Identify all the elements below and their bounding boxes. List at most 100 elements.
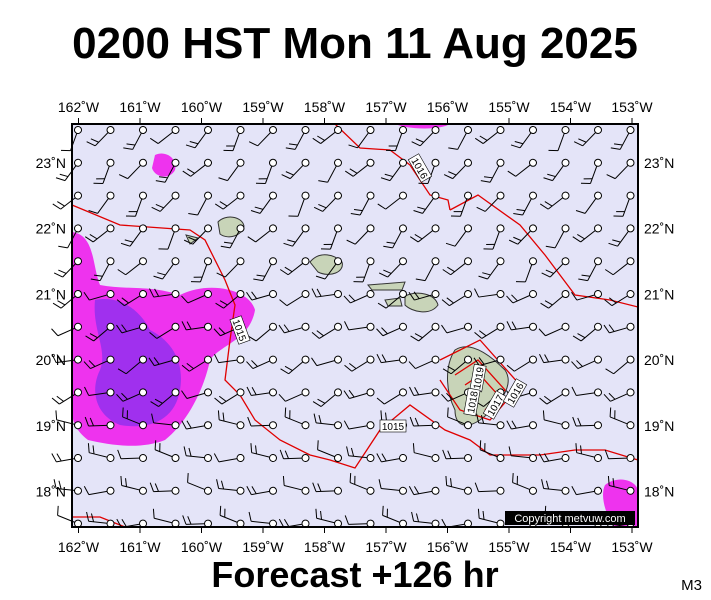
- wind-barb: [441, 290, 472, 307]
- wind-barb: [604, 257, 635, 276]
- barb-feather: [318, 203, 327, 209]
- barb-station: [139, 224, 147, 233]
- isobar-label-box: [379, 419, 407, 433]
- barb-station: [561, 158, 570, 167]
- barb-feather: [181, 295, 189, 304]
- wind-barb: [53, 479, 82, 495]
- barb-feather: [376, 397, 385, 405]
- wind-barb: [445, 224, 472, 247]
- barb-feather: [411, 511, 415, 522]
- wind-barb: [185, 126, 212, 149]
- barb-feather: [538, 453, 545, 463]
- barb-feather: [386, 241, 396, 244]
- wind-barb: [278, 322, 310, 334]
- barb-feather: [408, 486, 415, 495]
- barb-feather: [311, 288, 317, 298]
- barb-feather: [320, 510, 323, 520]
- barb-station: [399, 224, 407, 233]
- barb-feather: [283, 324, 290, 332]
- wind-barb: [539, 388, 570, 405]
- wind-barb: [571, 486, 602, 496]
- wind-barb: [510, 126, 537, 149]
- barb-station: [561, 486, 570, 495]
- barb-station: [594, 158, 602, 167]
- barb-feather: [157, 272, 166, 276]
- barb-feather: [344, 170, 354, 177]
- barb-station: [626, 421, 635, 430]
- barb-station: [496, 322, 505, 331]
- barb-station: [366, 355, 375, 364]
- barb-feather: [441, 394, 449, 402]
- wind-barb: [181, 388, 212, 399]
- barb-station: [399, 257, 407, 266]
- barb-feather: [121, 392, 128, 400]
- wind-barb: [149, 288, 180, 298]
- barb-station: [171, 486, 180, 495]
- wind-barb: [474, 126, 505, 144]
- barb-feather: [51, 353, 57, 363]
- wind-barb: [476, 413, 505, 430]
- wind-barb: [148, 355, 180, 367]
- barb-station: [334, 257, 342, 266]
- barb-feather: [516, 475, 518, 485]
- barb-feather: [323, 243, 333, 245]
- barb-feather: [159, 443, 161, 452]
- wind-barb: [248, 126, 277, 147]
- isobar-label-box: [502, 378, 528, 408]
- barb-feather: [353, 281, 363, 283]
- barb-feather: [441, 324, 448, 334]
- barb-feather: [52, 302, 62, 309]
- wind-barb: [116, 322, 147, 334]
- barb-feather: [247, 236, 256, 243]
- barb-station: [334, 126, 342, 134]
- barb-feather: [152, 508, 155, 519]
- wind-barb: [247, 322, 277, 342]
- barb-feather: [445, 242, 456, 247]
- barb-feather: [543, 177, 553, 182]
- barb-feather: [446, 297, 454, 304]
- wind-barb: [542, 410, 570, 430]
- barb-feather: [187, 168, 195, 174]
- barb-feather: [571, 486, 577, 495]
- wind-barb: [84, 224, 115, 243]
- wind-barb: [442, 257, 472, 276]
- barb-station: [594, 191, 602, 200]
- wind-barb: [543, 158, 570, 182]
- barb-feather: [409, 416, 414, 427]
- barb-feather: [442, 368, 452, 375]
- barb-station: [626, 224, 635, 233]
- barb-feather: [216, 272, 226, 278]
- barb-feather: [441, 299, 450, 307]
- barb-station: [496, 158, 505, 167]
- barb-station: [529, 322, 537, 331]
- barb-feather: [120, 242, 131, 247]
- wind-barb: [606, 158, 635, 180]
- barb-station: [236, 290, 245, 298]
- barb-station: [464, 322, 472, 331]
- barb-station: [431, 486, 440, 495]
- wind-barb: [603, 388, 635, 402]
- barb-station: [301, 454, 310, 462]
- wind-barb: [508, 446, 537, 462]
- barb-feather: [59, 173, 69, 178]
- barb-station: [106, 191, 115, 200]
- wind-barb: [246, 290, 277, 301]
- barb-station: [139, 355, 147, 364]
- wind-barb: [376, 388, 407, 405]
- barb-feather: [539, 203, 549, 210]
- wind-barb: [83, 355, 115, 370]
- barb-feather: [473, 357, 480, 366]
- barb-station: [171, 290, 180, 298]
- barb-feather: [609, 407, 612, 417]
- barb-feather: [344, 515, 349, 525]
- barb-feather: [128, 211, 138, 213]
- barb-feather: [474, 137, 484, 144]
- barb-station: [594, 290, 602, 298]
- barb-station: [399, 191, 407, 200]
- barb-feather: [578, 278, 588, 282]
- barb-feather: [313, 413, 317, 424]
- barb-station: [626, 191, 635, 200]
- barb-feather: [148, 357, 155, 366]
- wind-barb: [474, 322, 505, 339]
